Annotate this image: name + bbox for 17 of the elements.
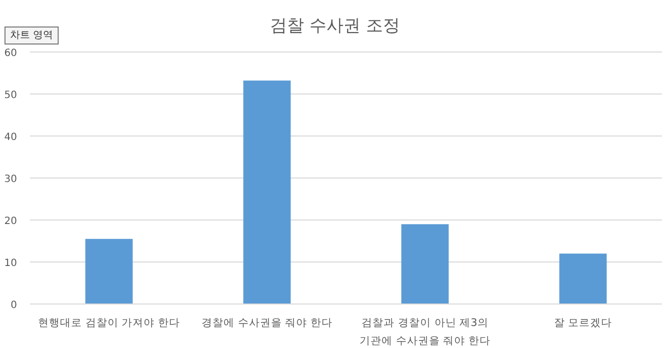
x-tick-label: 현행대로 검찰이 가져야 한다 <box>38 317 180 329</box>
chart-title: 검찰 수사권 조정 <box>270 16 400 36</box>
bar <box>85 238 133 304</box>
bar <box>243 80 291 304</box>
y-tick-label: 30 <box>4 174 17 185</box>
x-tick-label: 검찰과 경찰이 아닌 제3의 기관에 수사권을 줘야 한다 <box>359 317 491 347</box>
x-tick-label: 잘 모르겠다 <box>554 317 612 329</box>
bar <box>559 254 607 304</box>
x-tick-label: 경찰에 수사권을 줘야 한다 <box>201 317 333 329</box>
bar <box>401 224 449 304</box>
y-tick-label: 50 <box>4 90 17 101</box>
y-tick-label: 20 <box>4 216 17 227</box>
y-tick-label: 0 <box>10 300 17 311</box>
y-tick-label: 60 <box>4 48 17 59</box>
y-tick-label: 10 <box>4 258 17 269</box>
text: 차트 영역 <box>10 30 54 41</box>
y-tick-label: 40 <box>4 132 17 143</box>
